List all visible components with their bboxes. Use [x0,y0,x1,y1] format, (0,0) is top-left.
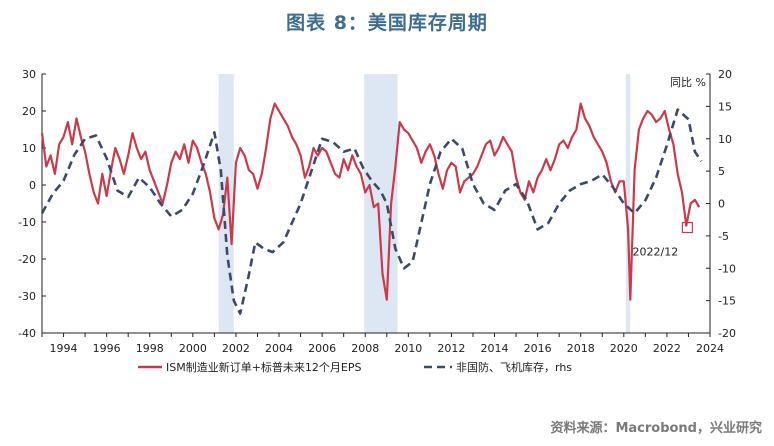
x-tick-label: 1996 [93,342,121,355]
right-tick-label: 5 [718,165,725,178]
legend-label-ism-eps: ISM制造业新订单+标普未来12个月EPS [166,360,362,374]
left-tick-label: 20 [22,105,36,118]
left-axis: 30 20 10 0 -10 -20 -30 -40 [18,68,46,340]
inventory-line [40,108,703,315]
right-tick-label: -10 [718,262,736,275]
recession-band [218,74,234,333]
recession-band [625,74,631,333]
annotation: 2022/12 [633,221,693,259]
source-note: 资料来源：Macrobond，兴业研究 [550,421,762,436]
left-tick-label: -20 [18,253,36,266]
x-axis: 1994 1996 1998 2000 2002 2004 2006 2008 2010 2012… [41,333,724,355]
recession-bands [218,74,631,333]
right-axis: 20 15 10 5 0 -5 -10 -15 -20 同比 % [670,68,736,340]
x-tick-label: 2008 [351,342,379,355]
left-tick-label: 30 [22,68,36,81]
x-tick-label: 2016 [524,342,552,355]
right-tick-label: 20 [718,68,732,81]
x-tick-label: 2006 [308,342,336,355]
x-tick-label: 2002 [222,342,250,355]
left-tick-label: -30 [18,290,36,303]
x-tick-label: 1994 [50,342,78,355]
left-tick-label: 0 [29,179,36,192]
left-tick-label: -10 [18,216,36,229]
x-tick-label: 2014 [481,342,509,355]
x-tick-label: 2010 [394,342,422,355]
right-tick-label: 15 [718,100,732,113]
right-tick-label: -20 [718,327,736,340]
x-tick-label: 2020 [610,342,638,355]
annotation-label: 2022/12 [633,246,679,259]
x-tick-label: 2004 [265,342,293,355]
right-tick-label: -15 [718,295,736,308]
right-axis-label: 同比 % [670,76,706,89]
legend-label-inventory: 非国防、飞机库存，rhs [456,360,572,374]
legend: ISM制造业新订单+标普未来12个月EPS 非国防、飞机库存，rhs [138,360,572,374]
series-lines [40,102,703,315]
right-tick-label: 10 [718,133,732,146]
chart-title: 图表 8：美国库存周期 [286,12,488,34]
x-tick-label: 2022 [653,342,681,355]
right-tick-label: 0 [718,198,725,211]
x-tick-label: 2000 [179,342,207,355]
left-tick-label: 10 [22,142,36,155]
x-tick-label: 2012 [437,342,465,355]
x-tick-label: 2024 [696,342,724,355]
x-tick-label: 1998 [136,342,164,355]
x-tick-label: 2018 [567,342,595,355]
right-tick-label: -5 [718,230,729,243]
recession-band [364,74,398,333]
left-tick-label: -40 [18,327,36,340]
annotation-marker [681,221,693,234]
ism-eps-line [40,102,701,301]
